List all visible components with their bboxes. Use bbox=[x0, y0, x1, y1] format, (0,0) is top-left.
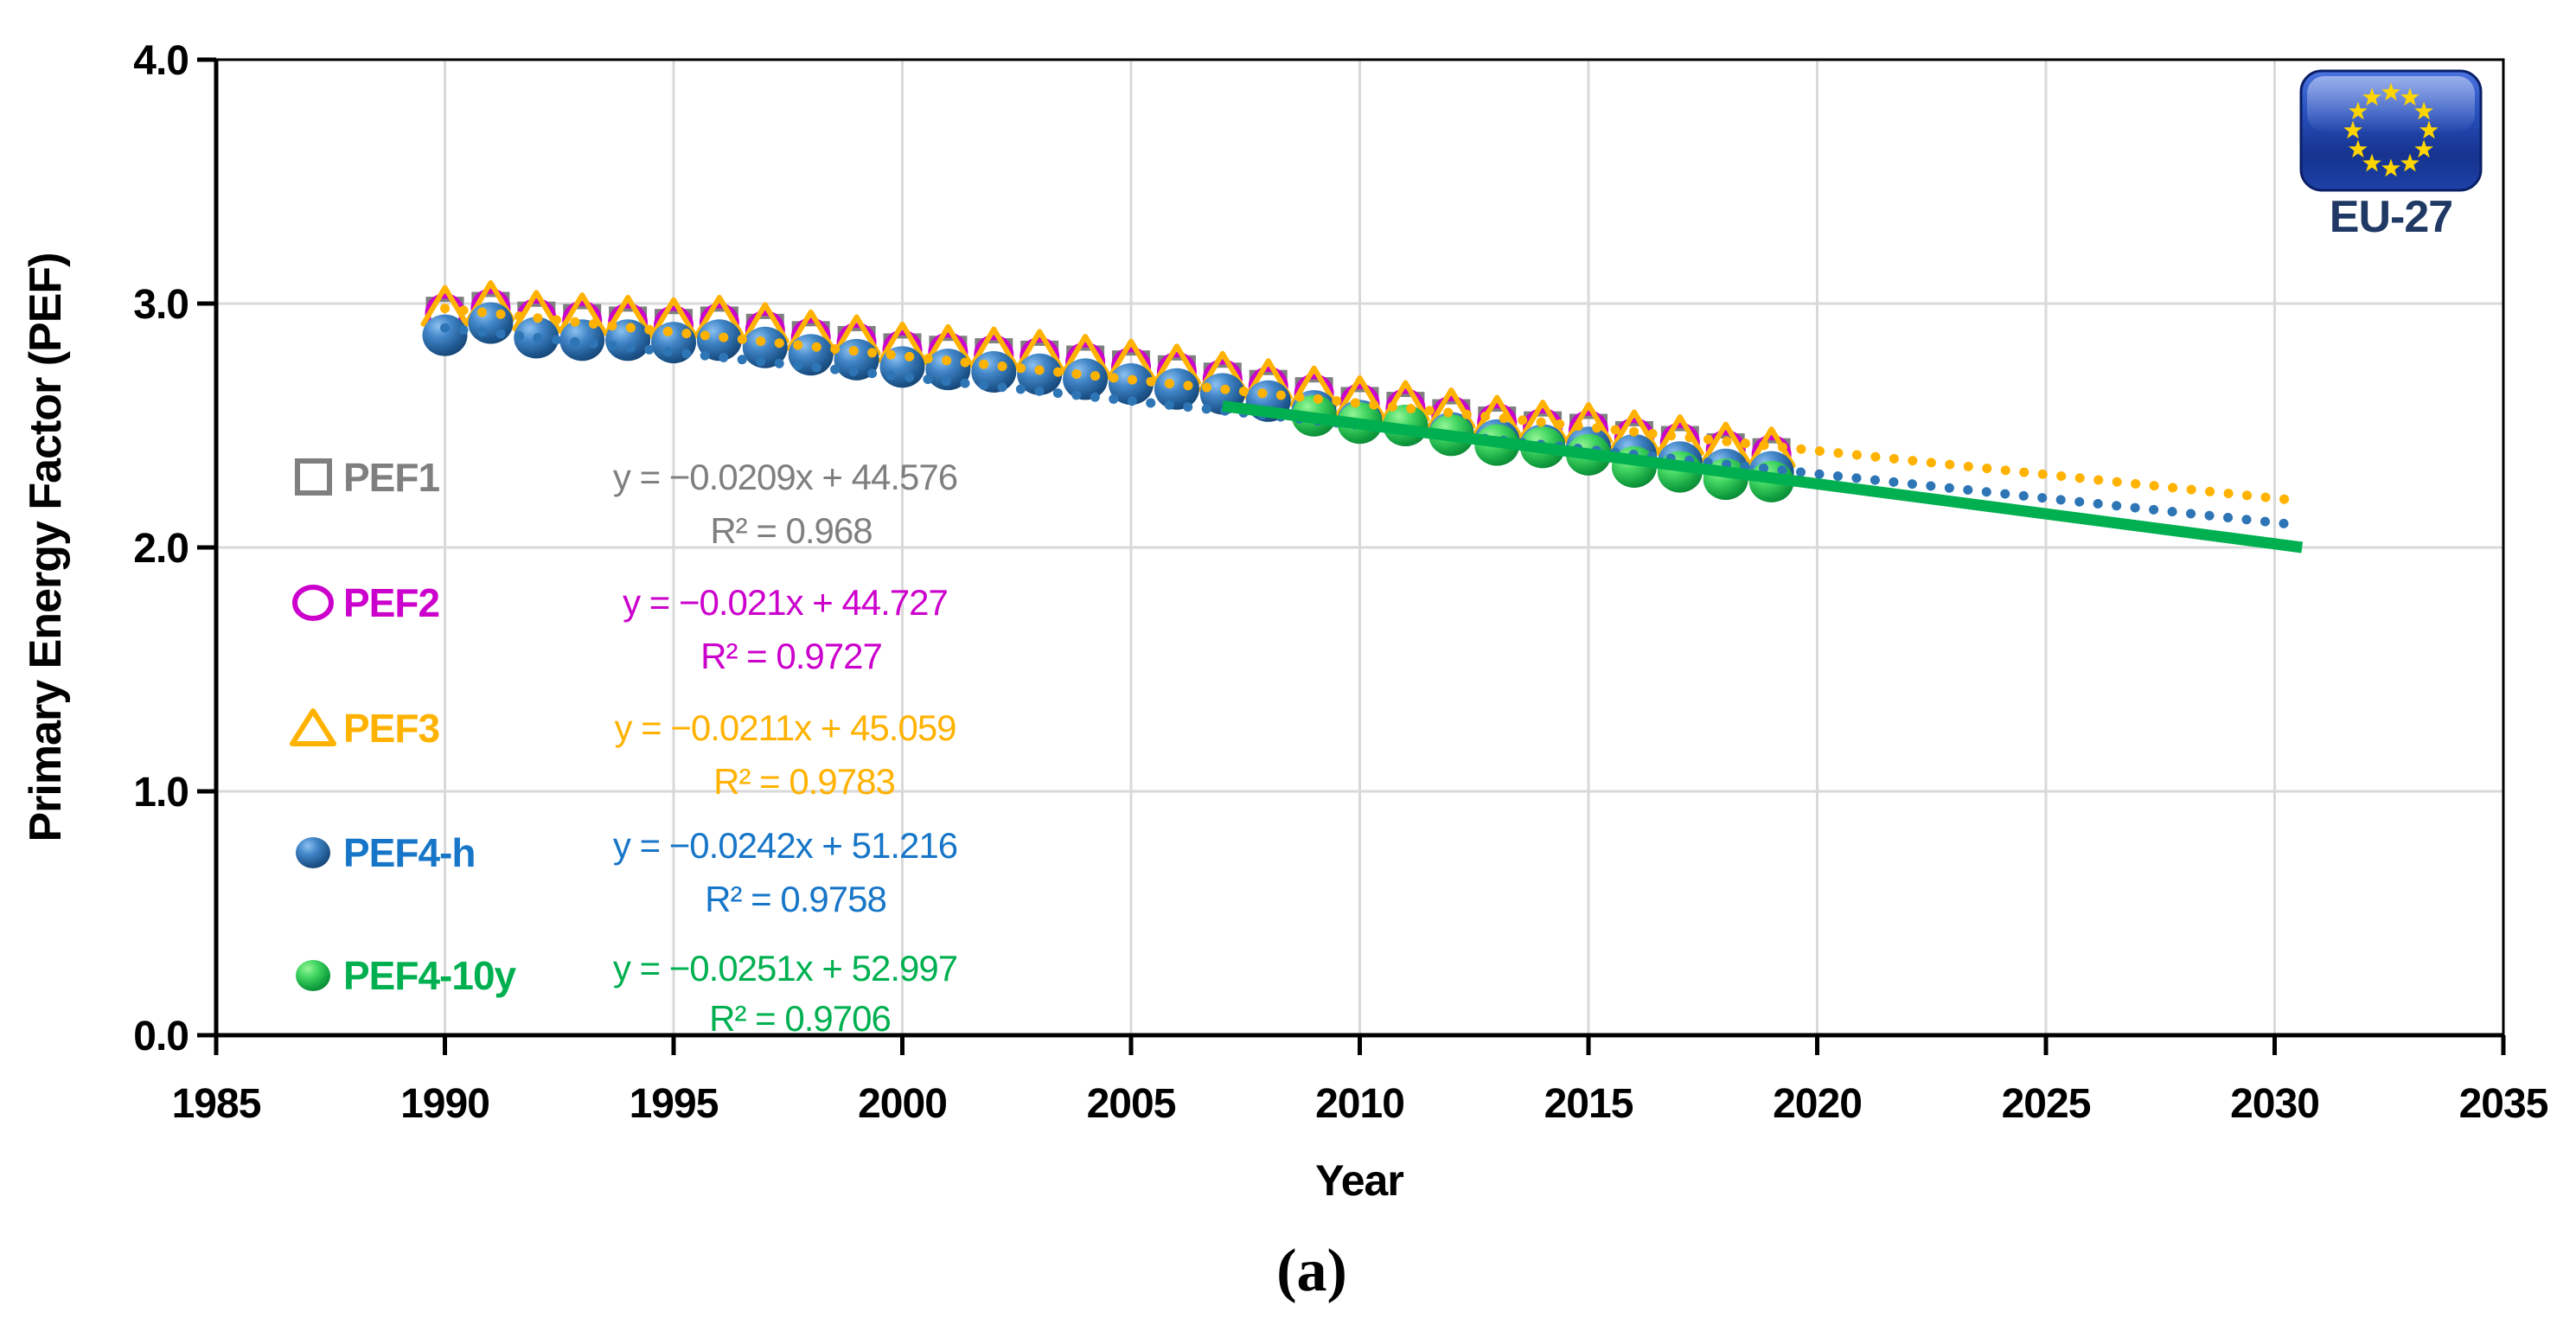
legend-label-pef4-10y: PEF4-10y bbox=[343, 953, 517, 998]
legend-marker-open-triangle-icon bbox=[290, 708, 336, 746]
marker-pef4h-sphere bbox=[1063, 358, 1109, 400]
y-tick-label: 4.0 bbox=[133, 38, 189, 84]
legend-marker-open-circle-icon bbox=[292, 585, 334, 621]
y-tick-label: 3.0 bbox=[133, 282, 189, 328]
eu-star-icon bbox=[2419, 120, 2439, 139]
eu-star-icon bbox=[2381, 82, 2400, 101]
trendline-PEF3 bbox=[440, 304, 2307, 506]
eu-star-icon bbox=[2349, 139, 2368, 158]
figure-caption: (a) bbox=[1276, 1238, 1347, 1304]
x-tick-label: 1990 bbox=[400, 1081, 489, 1127]
marker-pef4h-sphere bbox=[696, 319, 742, 362]
marker-pef4h-sphere bbox=[605, 319, 651, 362]
eu-star-icon bbox=[2414, 101, 2433, 120]
x-tick-label: 2035 bbox=[2459, 1081, 2548, 1127]
x-tick-label: 2000 bbox=[858, 1081, 947, 1127]
eu-flag-stars bbox=[2343, 82, 2439, 177]
axis-labels-layer: 1985 1990 1995 2000 2005 2010 2015 2020 2025 2030… bbox=[133, 38, 2548, 1127]
legend-equation-pef1: y = −0.0209x + 44.576 bbox=[613, 457, 957, 497]
eu-star-icon bbox=[2414, 139, 2433, 158]
marker-pef4h-sphere bbox=[468, 302, 514, 344]
x-tick-label: 2020 bbox=[1773, 1081, 1862, 1127]
legend-equation-pef4h: y = −0.0242x + 51.216 bbox=[613, 825, 957, 866]
x-axis-title: Year bbox=[1315, 1156, 1403, 1205]
legend-item-pef2: PEF2 y = −0.021x + 44.727 R² = 0.9727 bbox=[292, 580, 949, 676]
legend-label-pef4h: PEF4-h bbox=[343, 830, 475, 875]
marker-pef4h-sphere bbox=[742, 326, 788, 368]
eu-star-icon bbox=[2349, 101, 2368, 120]
legend-r2-pef4-10y: R² = 0.9706 bbox=[709, 998, 891, 1039]
marker-pef4h-sphere bbox=[559, 319, 605, 362]
marker-pef4h-sphere bbox=[834, 338, 879, 381]
legend-equation-pef3: y = −0.0211x + 45.059 bbox=[614, 707, 956, 748]
legend-label-pef1: PEF1 bbox=[343, 455, 439, 500]
marker-pef4h-sphere bbox=[422, 314, 468, 356]
legend-marker-green-sphere-icon bbox=[296, 960, 330, 991]
x-tick-label: 2015 bbox=[1544, 1081, 1633, 1127]
eu-star-icon bbox=[2362, 87, 2381, 106]
eu27-badge: EU-27 bbox=[2299, 69, 2483, 242]
trendline-PEF4-10y bbox=[1221, 400, 2304, 554]
x-tick-label: 1995 bbox=[630, 1081, 719, 1127]
legend-item-pef4-10y: PEF4-10y y = −0.0251x + 52.997 R² = 0.97… bbox=[296, 948, 958, 1039]
legend-r2-pef2: R² = 0.9727 bbox=[700, 636, 882, 676]
legend: PEF1 y = −0.0209x + 44.576 R² = 0.968 PE… bbox=[290, 455, 958, 1039]
legend-r2-pef1: R² = 0.968 bbox=[710, 510, 872, 551]
y-tick-label: 0.0 bbox=[133, 1014, 189, 1059]
legend-item-pef4h: PEF4-h y = −0.0242x + 51.216 R² = 0.9758 bbox=[296, 825, 958, 919]
eu27-badge-label: EU-27 bbox=[2330, 192, 2452, 242]
eu-flag-gloss bbox=[2307, 76, 2475, 131]
eu-star-icon bbox=[2400, 87, 2419, 106]
legend-item-pef3: PEF3 y = −0.0211x + 45.059 R² = 0.9783 bbox=[290, 706, 957, 802]
legend-equation-pef4-10y: y = −0.0251x + 52.997 bbox=[613, 948, 957, 989]
eu-star-icon bbox=[2381, 158, 2400, 177]
eu-star-icon bbox=[2362, 153, 2381, 172]
marker-pef4h-sphere bbox=[971, 350, 1017, 393]
legend-r2-pef3: R² = 0.9783 bbox=[713, 761, 895, 802]
legend-marker-open-square-icon bbox=[295, 458, 332, 496]
x-tick-label: 2025 bbox=[2002, 1081, 2091, 1127]
x-tick-label: 2030 bbox=[2230, 1081, 2319, 1127]
trendlines-layer bbox=[440, 304, 2307, 554]
legend-marker-blue-sphere-icon bbox=[296, 837, 330, 868]
legend-item-pef1: PEF1 y = −0.0209x + 44.576 R² = 0.968 bbox=[295, 455, 958, 551]
y-tick-label: 1.0 bbox=[133, 770, 189, 816]
x-tick-label: 2010 bbox=[1315, 1081, 1404, 1127]
legend-label-pef2: PEF2 bbox=[343, 580, 439, 625]
marker-pef4h-sphere bbox=[1154, 368, 1199, 410]
x-tick-label: 1985 bbox=[172, 1081, 261, 1127]
y-axis-title: Primary Energy Factor (PEF) bbox=[21, 253, 71, 842]
x-tick-label: 2005 bbox=[1087, 1081, 1176, 1127]
axes-layer bbox=[197, 57, 2506, 1055]
marker-pef4h-sphere bbox=[925, 349, 971, 391]
legend-equation-pef2: y = −0.021x + 44.727 bbox=[623, 582, 948, 623]
eu-star-icon bbox=[2343, 120, 2362, 139]
eu-star-icon bbox=[2400, 153, 2419, 172]
legend-label-pef3: PEF3 bbox=[343, 706, 439, 751]
y-tick-label: 2.0 bbox=[133, 526, 189, 572]
gridlines-layer bbox=[216, 60, 2503, 1035]
legend-r2-pef4h: R² = 0.9758 bbox=[705, 879, 886, 919]
